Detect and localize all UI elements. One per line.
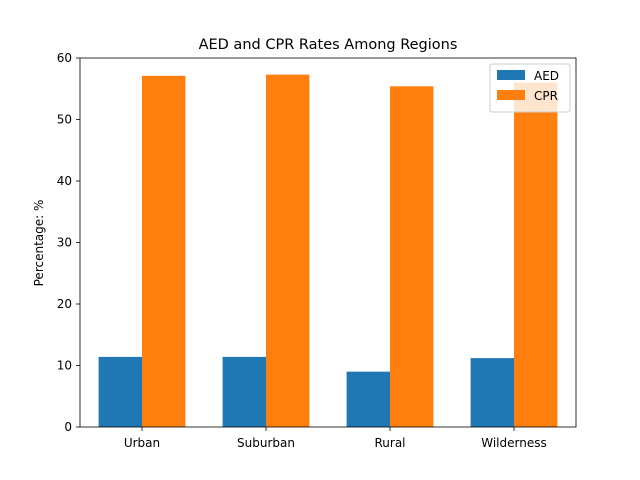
- bar-cpr-rural: [390, 86, 434, 427]
- bar-aed-suburban: [222, 356, 266, 427]
- bar-cpr-wilderness: [514, 82, 558, 427]
- bar-cpr-urban: [142, 75, 186, 428]
- legend-label-cpr: CPR: [534, 89, 558, 103]
- x-tick-label: Wilderness: [481, 436, 546, 450]
- y-tick-label: 10: [57, 359, 72, 373]
- y-axis-label: Percentage: %: [32, 200, 46, 287]
- x-tick-label: Urban: [124, 436, 160, 450]
- chart-title: AED and CPR Rates Among Regions: [199, 37, 458, 53]
- bar-aed-urban: [98, 356, 142, 427]
- y-tick-label: 60: [57, 51, 72, 65]
- legend: AED CPR: [489, 63, 571, 113]
- bar-cpr-suburban: [266, 74, 310, 427]
- y-tick-label: 20: [57, 297, 72, 311]
- y-tick-label: 40: [57, 174, 72, 188]
- y-tick-label: 50: [57, 113, 72, 127]
- bar-aed-rural: [346, 371, 390, 427]
- x-tick-label: Rural: [374, 436, 405, 450]
- bar-aed-wilderness: [470, 358, 514, 427]
- y-tick-label: 30: [57, 236, 72, 250]
- x-tick-label: Suburban: [237, 436, 295, 450]
- plot-area: 0 10 20 30 40 50 60 Urban Suburban Rural Wildernes…: [57, 51, 577, 450]
- legend-label-aed: AED: [534, 69, 559, 83]
- legend-swatch-cpr: [497, 90, 525, 100]
- legend-swatch-aed: [497, 70, 525, 80]
- y-tick-label: 0: [64, 420, 72, 434]
